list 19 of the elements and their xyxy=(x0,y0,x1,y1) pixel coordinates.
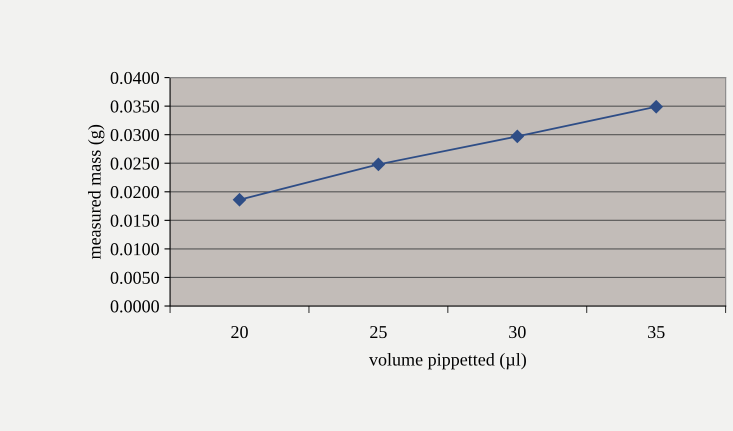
x-tick-label: 20 xyxy=(231,326,248,338)
y-tick-label: 0.0100 xyxy=(110,243,159,256)
y-tick-label: 0.0150 xyxy=(110,214,159,227)
y-tick-label: 0.0400 xyxy=(110,72,159,84)
y-tick-label: 0.0250 xyxy=(110,158,159,170)
y-tick-label: 0.0300 xyxy=(110,128,159,142)
y-tick-label: 0.0000 xyxy=(110,300,159,313)
y-tick-label: 0.0050 xyxy=(110,272,159,284)
y-tick-label: 0.0200 xyxy=(110,186,159,198)
x-tick-label: 30 xyxy=(509,326,526,338)
x-tick-label: 35 xyxy=(648,326,665,338)
point xyxy=(510,130,524,143)
point xyxy=(372,158,385,171)
point xyxy=(650,100,663,114)
point xyxy=(232,193,246,206)
x-tick-label: 25 xyxy=(370,326,387,338)
x-axis-title: volume pippetted (µl) xyxy=(368,352,526,370)
y-axis-title: measured mass (g) xyxy=(88,124,104,260)
y-tick-label: 0.0350 xyxy=(110,100,159,113)
